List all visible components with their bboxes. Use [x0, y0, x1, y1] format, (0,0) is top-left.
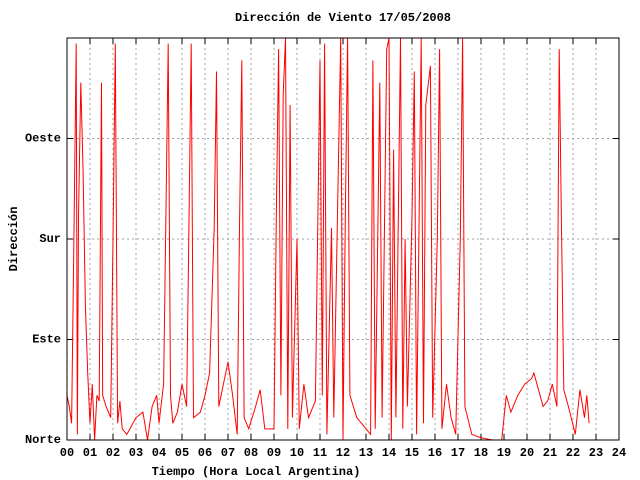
y-tick-label: Oeste: [25, 132, 61, 146]
x-tick-label: 15: [405, 446, 419, 460]
x-tick-label: 13: [359, 446, 373, 460]
x-tick-label: 18: [474, 446, 488, 460]
x-tick-label: 19: [497, 446, 511, 460]
x-tick-label: 11: [313, 446, 327, 460]
x-tick-label: 04: [152, 446, 166, 460]
x-tick-label: 00: [60, 446, 74, 460]
x-tick-label: 21: [543, 446, 557, 460]
x-tick-label: 24: [612, 446, 626, 460]
x-tick-label: 23: [589, 446, 603, 460]
x-axis-label: Tiempo (Hora Local Argentina): [152, 465, 361, 479]
x-tick-label: 12: [336, 446, 350, 460]
data-line: [66, 37, 590, 441]
x-tick-label: 17: [451, 446, 465, 460]
x-tick-label: 07: [221, 446, 235, 460]
x-tick-label: 20: [520, 446, 534, 460]
chart-title: Dirección de Viento 17/05/2008: [235, 11, 451, 25]
y-tick-label: Sur: [39, 232, 61, 246]
x-tick-label: 08: [244, 446, 258, 460]
x-tick-label: 02: [106, 446, 120, 460]
y-tick-label: Norte: [25, 433, 61, 447]
y-tick-label: Este: [32, 333, 61, 347]
x-tick-label: 14: [382, 446, 396, 460]
x-tick-label: 09: [267, 446, 281, 460]
y-axis-label: Dirección: [7, 207, 21, 272]
x-tick-label: 22: [566, 446, 580, 460]
x-tick-label: 06: [198, 446, 212, 460]
x-tick-label: 16: [428, 446, 442, 460]
x-tick-label: 10: [290, 446, 304, 460]
x-tick-label: 05: [175, 446, 189, 460]
plot-frame: [66, 37, 620, 441]
x-tick-label: 01: [83, 446, 97, 460]
x-tick-label: 03: [129, 446, 143, 460]
